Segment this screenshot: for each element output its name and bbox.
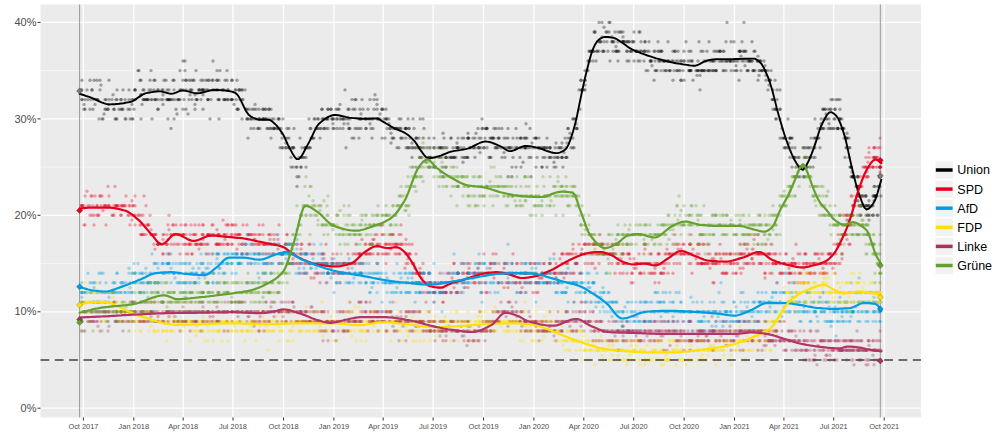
- svg-text:20%: 20%: [14, 209, 36, 221]
- svg-text:Jan 2018: Jan 2018: [119, 422, 149, 431]
- svg-text:Oct 2017: Oct 2017: [68, 422, 98, 431]
- svg-text:Jul 2018: Jul 2018: [219, 422, 247, 431]
- svg-text:Oct 2020: Oct 2020: [669, 422, 699, 431]
- svg-text:Union: Union: [957, 163, 990, 177]
- svg-text:SPD: SPD: [957, 183, 983, 197]
- svg-text:Jul 2019: Jul 2019: [419, 422, 447, 431]
- svg-text:AfD: AfD: [957, 202, 978, 216]
- svg-text:Grüne: Grüne: [957, 259, 992, 273]
- svg-text:40%: 40%: [14, 16, 36, 28]
- svg-text:Oct 2019: Oct 2019: [469, 422, 499, 431]
- svg-text:Linke: Linke: [957, 240, 987, 254]
- svg-text:FDP: FDP: [957, 221, 982, 235]
- svg-text:Jul 2020: Jul 2020: [620, 422, 648, 431]
- svg-text:Oct 2018: Oct 2018: [269, 422, 299, 431]
- svg-text:Apr 2018: Apr 2018: [168, 422, 198, 431]
- svg-text:Jan 2021: Jan 2021: [719, 422, 749, 431]
- svg-text:0%: 0%: [21, 402, 37, 414]
- svg-text:Apr 2019: Apr 2019: [368, 422, 398, 431]
- svg-text:Jan 2019: Jan 2019: [319, 422, 349, 431]
- svg-text:Jan 2020: Jan 2020: [519, 422, 549, 431]
- svg-text:Apr 2020: Apr 2020: [569, 422, 599, 431]
- svg-text:Apr 2021: Apr 2021: [769, 422, 799, 431]
- svg-text:10%: 10%: [14, 305, 36, 317]
- svg-text:Oct 2021: Oct 2021: [869, 422, 899, 431]
- svg-text:Jul 2021: Jul 2021: [820, 422, 848, 431]
- svg-text:30%: 30%: [14, 113, 36, 125]
